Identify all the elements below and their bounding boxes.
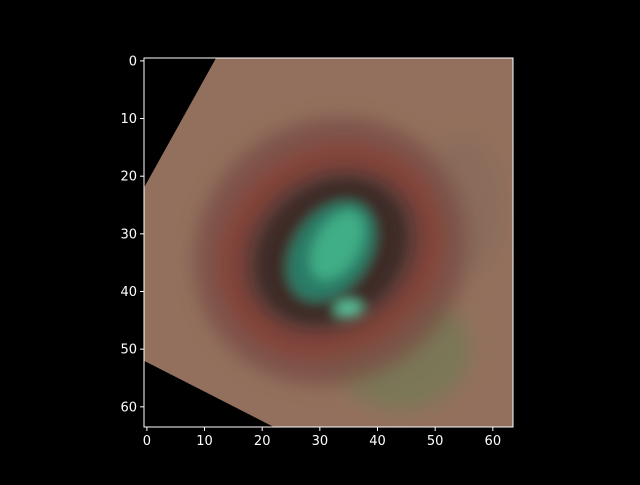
- y-tick-label: 60: [120, 400, 137, 415]
- corner-bottom-left: [144, 360, 274, 427]
- teal-highlight: [334, 300, 363, 317]
- x-tick-label: 40: [369, 434, 386, 449]
- x-tick-label: 30: [312, 434, 329, 449]
- y-tick-label: 20: [120, 170, 137, 185]
- x-tick-label: 50: [427, 434, 444, 449]
- x-tick-label: 0: [143, 434, 151, 449]
- image-center-group: [257, 179, 406, 323]
- y-axis: 0 10 20 30 40 50 60: [120, 54, 144, 415]
- y-tick-label: 50: [120, 343, 137, 358]
- x-tick-label: 10: [196, 434, 213, 449]
- y-tick-label: 10: [120, 112, 137, 127]
- teal-core: [310, 210, 365, 281]
- corner-top-left: [144, 58, 217, 188]
- y-tick-label: 0: [129, 54, 137, 69]
- y-tick-label: 40: [120, 285, 137, 300]
- x-tick-label: 60: [485, 434, 502, 449]
- y-tick-label: 30: [120, 227, 137, 242]
- heatmap-image: [144, 58, 513, 427]
- x-tick-label: 20: [254, 434, 271, 449]
- axes-frame: [143, 57, 514, 428]
- x-axis: 0 10 20 30 40 50 60: [143, 427, 501, 449]
